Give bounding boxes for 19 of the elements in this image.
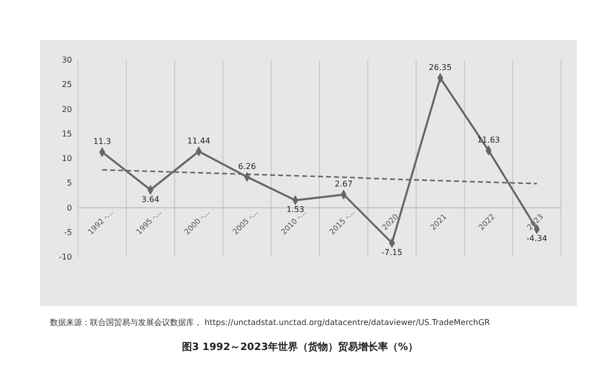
- y-tick-label: 0: [66, 203, 72, 212]
- y-tick-label: -10: [58, 252, 72, 262]
- data-label: 26.35: [428, 62, 452, 72]
- y-tick-label: 30: [62, 56, 72, 65]
- data-label: 3.64: [142, 194, 160, 204]
- source-note: 数据来源：联合国贸易与发展会议数据库， https://unctadstat.unctad.org/datacentre/dataviewer/US.TradeMerchGR: [50, 318, 490, 327]
- y-tick-label: -5: [64, 228, 72, 237]
- data-label: -7.15: [382, 248, 402, 257]
- data-label: 6.26: [238, 162, 256, 171]
- y-tick-label: 25: [62, 80, 72, 90]
- data-label: 2.67: [334, 180, 353, 189]
- y-tick-label: 15: [62, 129, 72, 138]
- text: 图3 1992～2023年世界（货物）贸易增长率（%）: [182, 341, 418, 353]
- y-tick-label: 10: [62, 154, 72, 164]
- y-tick-label: 5: [66, 178, 72, 188]
- data-label: 11.3: [93, 137, 112, 146]
- y-tick-label: 20: [62, 104, 72, 114]
- data-label: -4.34: [526, 234, 548, 244]
- data-label: 11.44: [187, 136, 210, 146]
